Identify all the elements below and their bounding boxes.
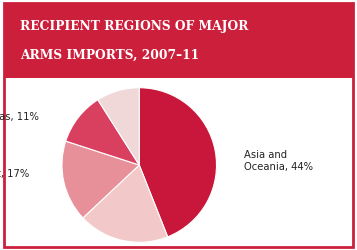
- Text: RECIPIENT REGIONS OF MAJOR: RECIPIENT REGIONS OF MAJOR: [20, 20, 248, 33]
- Text: ARMS IMPORTS, 2007–11: ARMS IMPORTS, 2007–11: [20, 49, 199, 62]
- Wedge shape: [62, 141, 139, 218]
- Text: Asia and
Oceania, 44%: Asia and Oceania, 44%: [243, 150, 312, 172]
- Text: Middle East, 17%: Middle East, 17%: [0, 169, 30, 179]
- Wedge shape: [66, 100, 139, 165]
- Wedge shape: [98, 88, 139, 165]
- Wedge shape: [83, 165, 168, 242]
- Text: Americas, 11%: Americas, 11%: [0, 112, 39, 122]
- Wedge shape: [139, 88, 216, 237]
- Text: Africa, 9%: Africa, 9%: [115, 56, 166, 66]
